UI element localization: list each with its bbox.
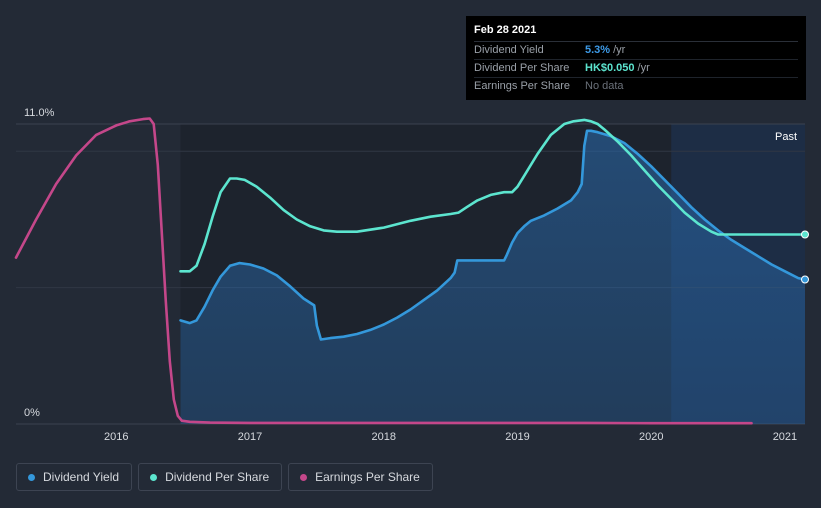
legend-item-dividend-yield[interactable]: Dividend Yield xyxy=(16,463,133,491)
legend-label: Dividend Yield xyxy=(43,470,120,484)
x-tick-label: 2019 xyxy=(505,431,529,443)
tooltip-row-dividend-yield: Dividend Yield 5.3% /yr xyxy=(474,42,798,60)
x-tick-label: 2020 xyxy=(639,431,663,443)
legend-label: Dividend Per Share xyxy=(165,470,270,484)
tooltip-value: HK$0.050 xyxy=(585,62,635,74)
series-lines xyxy=(14,117,807,425)
series-end-markers xyxy=(801,230,809,284)
series-end-marker xyxy=(801,230,809,239)
tooltip-panel: Feb 28 2021 Dividend Yield 5.3% /yr Divi… xyxy=(466,16,806,100)
tooltip-date: Feb 28 2021 xyxy=(474,24,798,42)
legend-dot-icon xyxy=(300,473,308,481)
x-tick-label: 2021 xyxy=(773,431,797,443)
legend-item-earnings-per-share[interactable]: Earnings Per Share xyxy=(288,463,433,491)
tooltip-unit: /yr xyxy=(613,44,626,56)
series-line-dividend-per-share xyxy=(179,118,807,273)
series-line-dividend-yield xyxy=(179,129,807,341)
series-area-dividend-yield xyxy=(180,130,805,425)
x-tick-label: 2018 xyxy=(372,431,396,443)
x-tick-label: 2016 xyxy=(104,431,128,443)
tooltip-unit: /yr xyxy=(637,62,650,74)
legend-label: Earnings Per Share xyxy=(315,470,420,484)
tooltip-value: No data xyxy=(585,80,624,92)
series-line-earnings-per-share xyxy=(14,117,753,425)
tooltip-label: Dividend Per Share xyxy=(474,62,570,74)
legend-item-dividend-per-share[interactable]: Dividend Per Share xyxy=(138,463,283,491)
legend: Dividend Yield Dividend Per Share Earnin… xyxy=(16,463,433,491)
x-tick-label: 2017 xyxy=(238,431,262,443)
tooltip-row-dividend-per-share: Dividend Per Share HK$0.050 /yr xyxy=(474,60,798,78)
past-label: Past xyxy=(775,131,797,143)
legend-dot-icon xyxy=(150,473,158,481)
legend-dot-icon xyxy=(28,473,35,481)
y-tick-label: 11.0% xyxy=(24,107,55,119)
y-tick-label: 0% xyxy=(24,407,40,419)
tooltip-value: 5.3% xyxy=(585,44,611,56)
tooltip-row-earnings-per-share: Earnings Per Share No data xyxy=(474,78,798,95)
series-end-marker xyxy=(801,275,809,284)
tooltip-label: Earnings Per Share xyxy=(474,80,570,92)
tooltip-label: Dividend Yield xyxy=(474,44,544,56)
series-areas xyxy=(180,130,805,425)
axis-labels: 2016 2017 2018 2019 2020 2021 0% 11.0% Past xyxy=(24,107,797,443)
